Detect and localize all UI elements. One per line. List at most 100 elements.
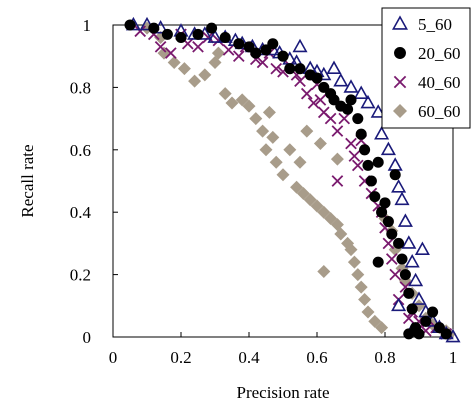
data-point (331, 175, 344, 187)
data-point (365, 175, 377, 187)
data-point (134, 25, 147, 38)
data-point (269, 155, 283, 169)
data-point (124, 19, 136, 31)
data-point (387, 157, 403, 171)
data-point (372, 156, 384, 168)
data-point (175, 31, 187, 44)
data-point (368, 314, 382, 328)
data-point (361, 305, 375, 319)
data-point (232, 50, 245, 63)
data-point (206, 22, 218, 34)
data-point (404, 253, 420, 268)
y-tick-label: 0 (83, 328, 92, 347)
data-point (317, 205, 331, 219)
y-axis-title: Recall rate (18, 144, 37, 217)
legend-label: 60_60 (418, 102, 461, 121)
data-point (331, 125, 344, 137)
series-20_60 (124, 19, 452, 340)
data-point (192, 28, 204, 40)
data-point (389, 268, 402, 281)
data-point (342, 103, 354, 115)
data-point (311, 72, 323, 84)
data-point (277, 50, 289, 62)
data-point (256, 124, 270, 138)
data-point (300, 87, 313, 100)
data-point (259, 143, 273, 157)
data-point (161, 28, 173, 40)
data-point (353, 85, 369, 99)
legend-marker-60_60 (393, 104, 407, 118)
data-point (382, 216, 394, 228)
y-tick-label: 0.8 (70, 78, 91, 97)
data-point (399, 269, 411, 281)
data-point (207, 29, 223, 43)
data-point (413, 328, 425, 340)
data-point (222, 44, 235, 56)
y-tick-label: 0.2 (70, 266, 91, 285)
data-point (233, 38, 245, 50)
data-point (334, 227, 348, 241)
data-point (411, 291, 427, 305)
data-point (347, 255, 361, 269)
legend-marker-20_60 (394, 47, 406, 59)
data-point (326, 60, 342, 75)
data-point (148, 22, 160, 34)
data-point (330, 152, 344, 166)
legend-label: 40_60 (418, 73, 461, 92)
data-point (397, 213, 413, 227)
data-point (300, 124, 314, 138)
y-tick-label: 0.4 (70, 203, 92, 222)
legend-label: 20_60 (418, 44, 461, 63)
data-point (218, 87, 232, 101)
x-tick-label: 0.2 (170, 348, 191, 367)
data-point (372, 256, 384, 268)
data-point (396, 253, 408, 265)
data-point (177, 62, 191, 76)
data-point (355, 128, 367, 140)
data-point (345, 137, 357, 150)
data-point (293, 155, 307, 169)
y-tick-label: 1 (83, 16, 92, 35)
data-point (188, 74, 202, 88)
data-point (376, 206, 388, 218)
data-point (414, 241, 430, 255)
data-point (256, 56, 269, 69)
data-point (402, 312, 415, 325)
data-point (192, 41, 204, 53)
x-tick-label: 0.8 (374, 348, 395, 367)
data-point (313, 137, 327, 151)
data-point (290, 180, 304, 194)
data-point (296, 186, 310, 200)
data-point (284, 63, 296, 75)
y-tick-label: 0.6 (70, 141, 91, 160)
data-point (358, 293, 372, 307)
data-point (351, 159, 364, 172)
data-point (303, 193, 317, 207)
data-point (391, 297, 407, 312)
data-point (139, 16, 155, 31)
data-point (267, 38, 279, 50)
data-point (317, 264, 331, 278)
data-point (382, 237, 395, 250)
legend-label: 5_60 (418, 15, 452, 34)
x-tick-label: 0.6 (306, 348, 327, 367)
data-point (393, 237, 405, 249)
data-point (314, 94, 327, 106)
x-axis-title: Precision rate (237, 383, 330, 402)
data-point (324, 211, 338, 225)
data-point (406, 303, 418, 315)
data-point (394, 191, 410, 206)
data-point (380, 141, 396, 156)
data-point (375, 321, 389, 335)
data-point (403, 328, 415, 340)
data-point (352, 113, 364, 125)
data-point (310, 199, 324, 213)
data-point (362, 159, 374, 171)
data-point (164, 47, 177, 59)
data-point (369, 191, 381, 203)
data-point (343, 79, 359, 93)
plot-frame (112, 24, 454, 338)
data-point (219, 31, 231, 44)
x-tick-label: 0.4 (238, 348, 260, 367)
data-points (124, 16, 461, 343)
